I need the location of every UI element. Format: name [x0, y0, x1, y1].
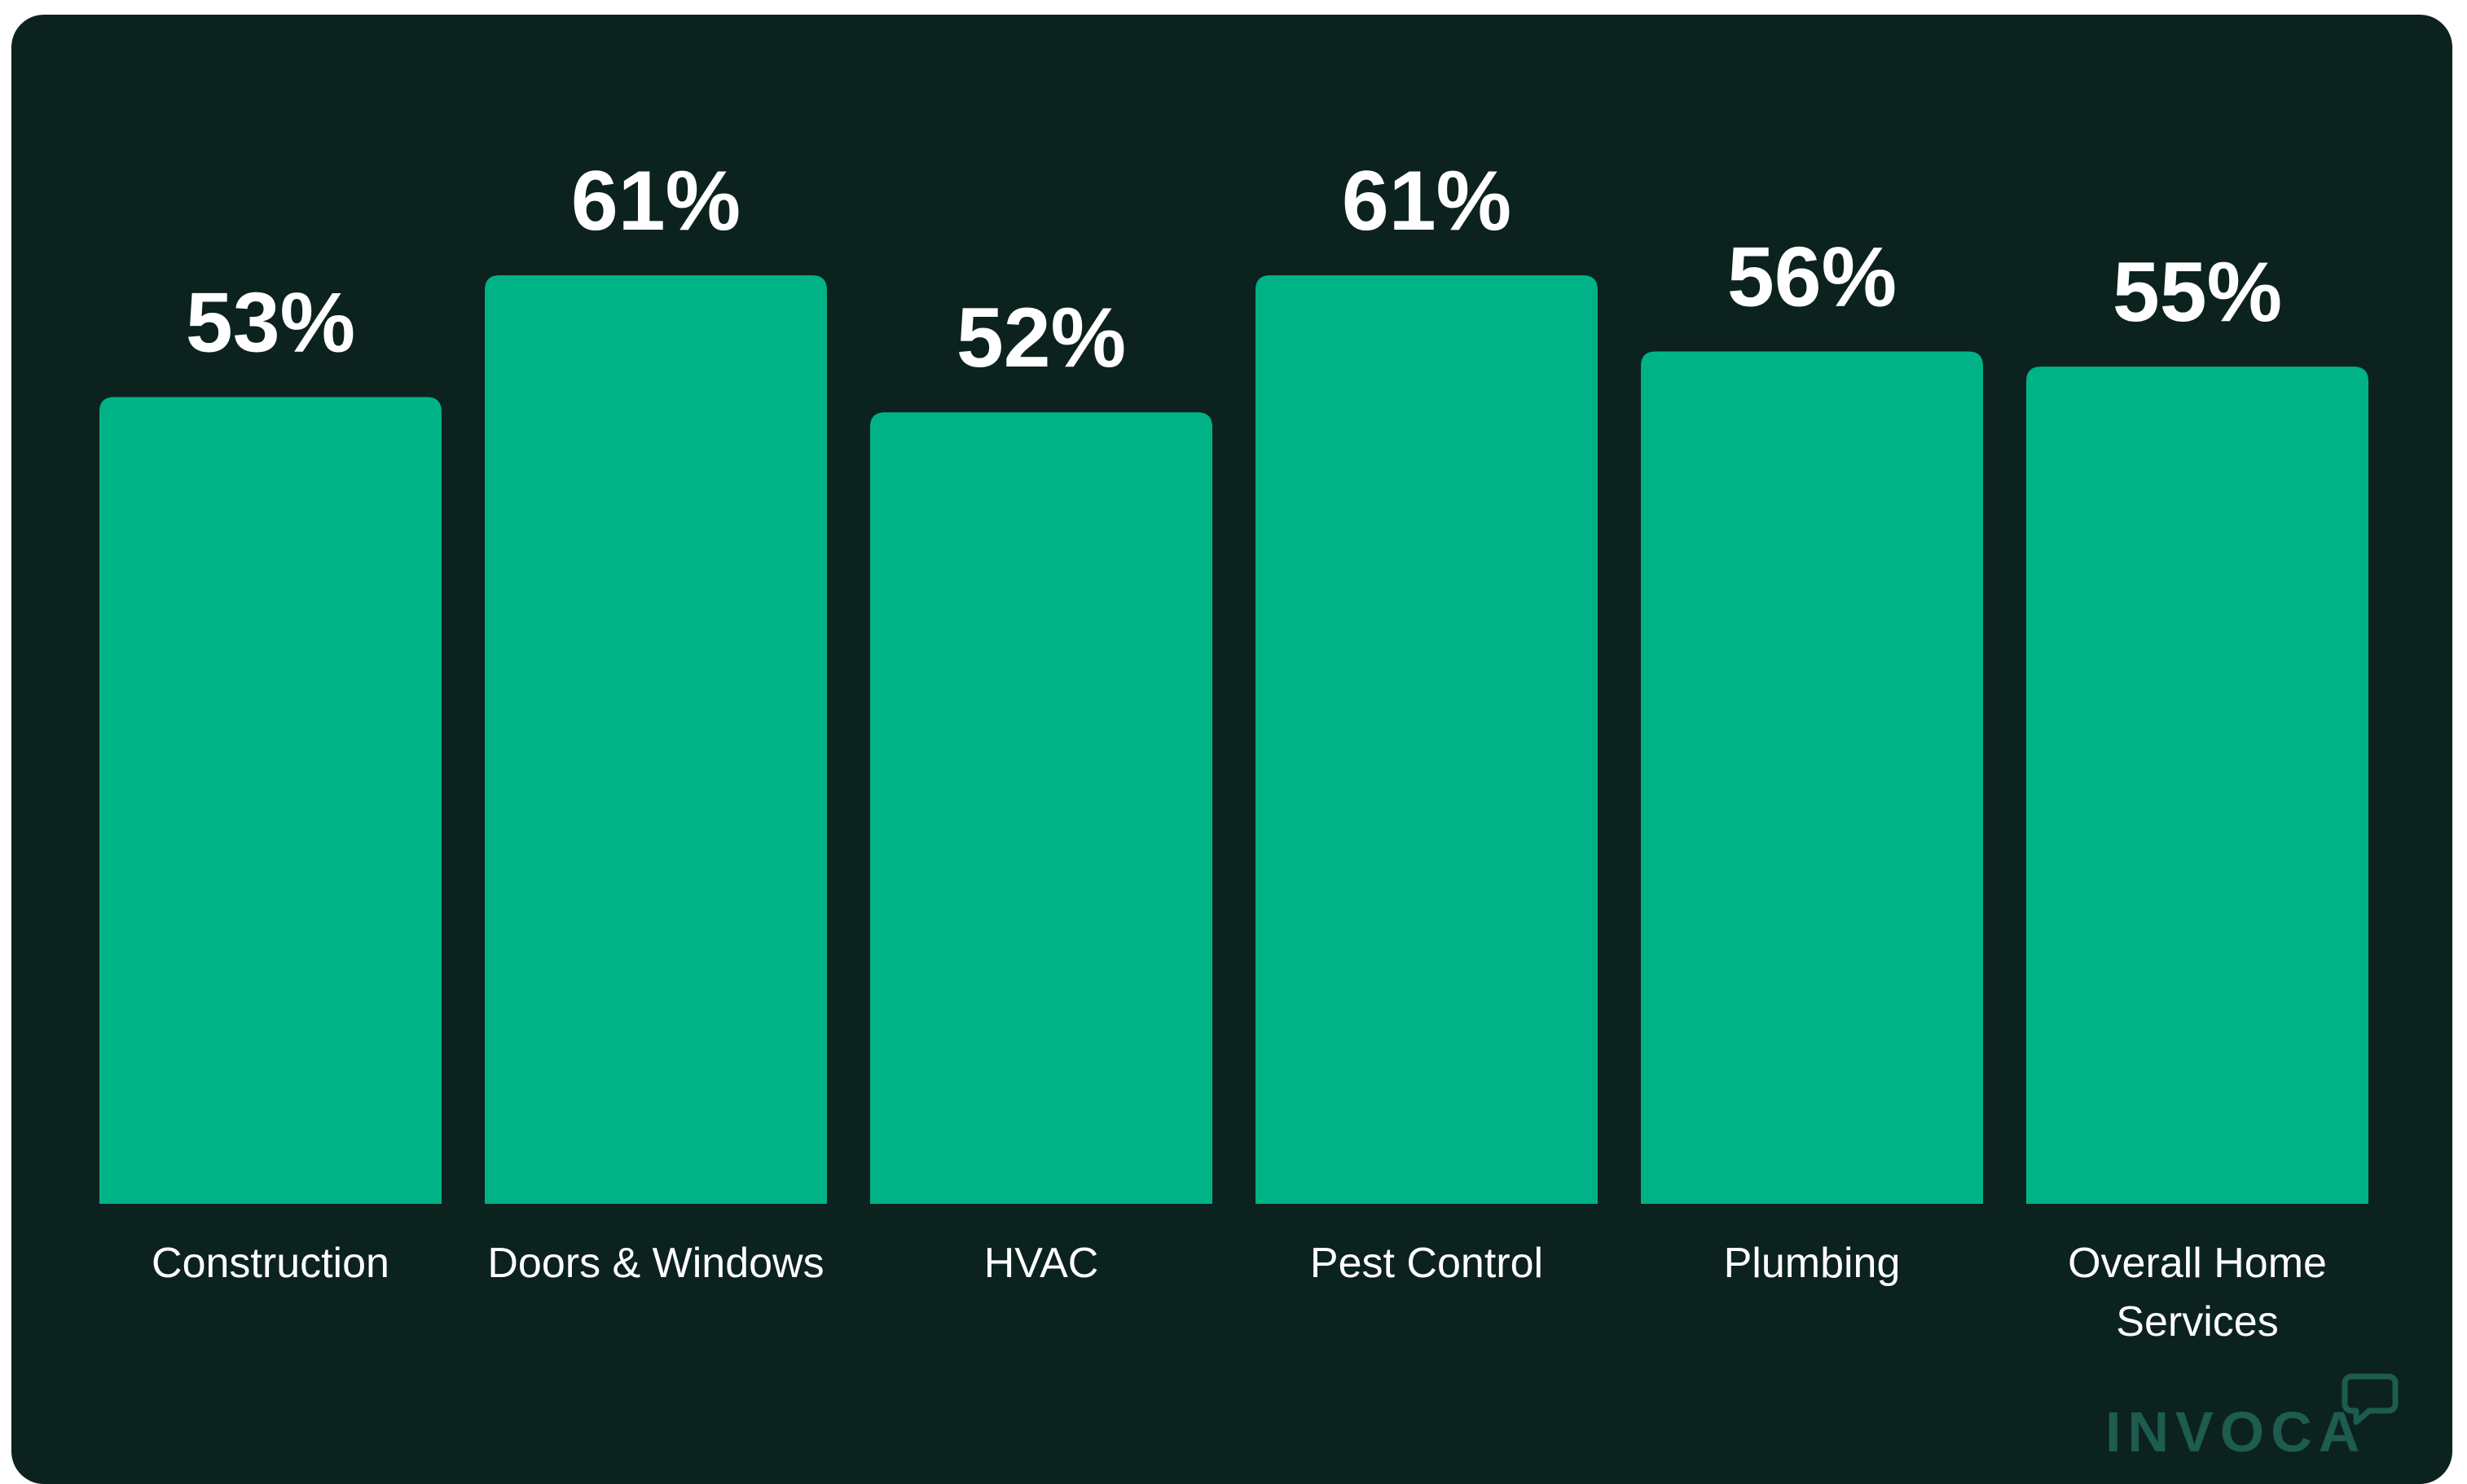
- bar-chart: 53% 61% 52% 61% 56% 55% Construction Doors & W…: [99, 154, 2368, 1346]
- value-label-5: 55%: [2113, 245, 2282, 340]
- category-label-1: Doors & Windows: [487, 1240, 824, 1287]
- value-label-2: 52%: [956, 291, 1126, 385]
- category-label-line: HVAC: [984, 1240, 1099, 1287]
- speech-bubble-icon: [2342, 1373, 2399, 1425]
- category-labels-group: Construction Doors & Windows HVAC Pest Cont…: [152, 1240, 2327, 1346]
- chart-card: 53% 61% 52% 61% 56% 55% Construction Doors & W…: [11, 15, 2452, 1484]
- bars-group: [99, 275, 2368, 1205]
- bar-3: [1255, 275, 1598, 1204]
- bar-4: [1641, 351, 1983, 1204]
- bar-5: [2026, 367, 2368, 1205]
- category-label-line: Construction: [152, 1240, 389, 1287]
- value-label-3: 61%: [1342, 154, 1511, 248]
- value-labels-group: 53% 61% 52% 61% 56% 55%: [186, 154, 2282, 385]
- bar-0: [99, 397, 442, 1205]
- logo-text: INVOCA: [2105, 1400, 2367, 1464]
- category-label-4: Plumbing: [1724, 1240, 1901, 1287]
- category-label-line: Doors & Windows: [487, 1240, 824, 1287]
- category-label-line: Overall Home: [2068, 1240, 2327, 1287]
- value-label-0: 53%: [186, 276, 355, 371]
- category-label-3: Pest Control: [1310, 1240, 1543, 1287]
- category-label-line: Services: [2116, 1298, 2278, 1346]
- bar-1: [485, 275, 827, 1204]
- category-label-0: Construction: [152, 1240, 389, 1287]
- category-label-line: Plumbing: [1724, 1240, 1901, 1287]
- category-label-line: Pest Control: [1310, 1240, 1543, 1287]
- value-label-1: 61%: [571, 154, 741, 248]
- value-label-4: 56%: [1727, 230, 1897, 324]
- bar-2: [870, 412, 1212, 1204]
- category-label-5: Overall Home Services: [2068, 1240, 2327, 1346]
- category-label-2: HVAC: [984, 1240, 1099, 1287]
- invoca-logo: INVOCA: [2105, 1370, 2415, 1476]
